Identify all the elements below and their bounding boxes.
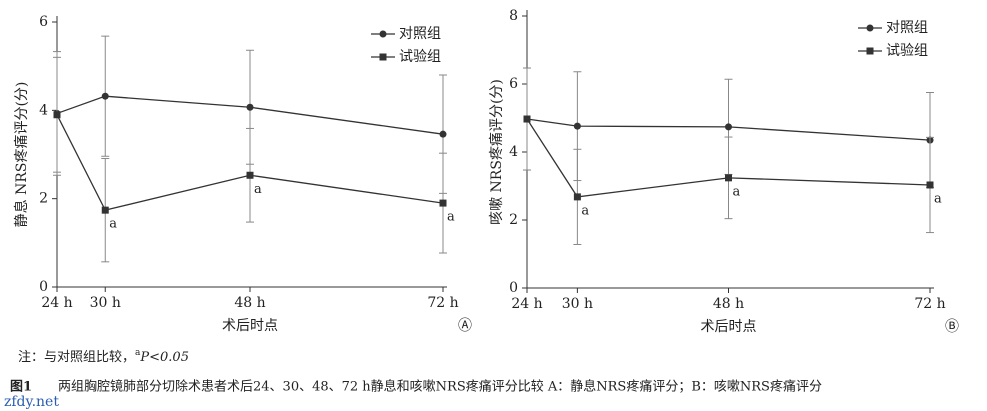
annotation: a <box>581 203 589 218</box>
legend-label: 对照组 <box>399 26 441 42</box>
point <box>573 193 581 201</box>
x-tick-label: 24 h <box>511 296 542 312</box>
y-tick-label: 2 <box>39 191 48 207</box>
x-tick-label: 72 h <box>427 295 458 311</box>
series-line <box>526 118 931 141</box>
point <box>101 92 109 100</box>
x-axis-label: 术后时点 <box>701 319 757 335</box>
point <box>439 199 447 207</box>
legend-marker <box>379 30 387 38</box>
point <box>101 206 109 214</box>
caption-label: 图1 <box>10 380 32 395</box>
series-line <box>56 114 444 211</box>
x-tick-label: 72 h <box>914 296 945 312</box>
point <box>246 103 254 111</box>
y-tick-label: 6 <box>509 76 518 92</box>
y-axis-label: 静息 NRS疼痛评分(分) <box>13 82 30 228</box>
annotation: a <box>934 191 942 206</box>
annotation: a <box>733 184 741 199</box>
point <box>523 115 531 123</box>
point <box>926 181 934 189</box>
series-line <box>526 118 931 198</box>
annotation: a <box>447 210 455 225</box>
note-suffix: P<0.05 <box>139 350 189 365</box>
y-tick-label: 6 <box>39 14 48 30</box>
note: 注：与对照组比较，aP<0.05 <box>18 348 189 365</box>
y-tick-label: 0 <box>509 280 518 296</box>
legend-marker <box>866 47 874 55</box>
y-tick-label: 8 <box>509 8 518 24</box>
point <box>53 111 61 119</box>
x-tick-label: 24 h <box>41 295 72 311</box>
note-sup: a <box>135 348 141 358</box>
caption-text: 两组胸腔镜肺部分切除术患者术后24、30、48、72 h静息和咳嗽NRS疼痛评分… <box>58 379 822 395</box>
panel-label: Ⓐ <box>458 318 472 334</box>
x-tick-label: 30 h <box>90 295 121 311</box>
legend-label: 试验组 <box>886 43 928 59</box>
series-line <box>56 95 444 135</box>
y-axis-label: 咳嗽 NRS疼痛评分(分) <box>488 79 505 225</box>
annotation: a <box>254 182 262 197</box>
point <box>725 174 732 182</box>
point <box>725 123 732 131</box>
y-tick-label: 0 <box>39 279 48 295</box>
x-tick-label: 48 h <box>713 296 744 312</box>
legend-label: 对照组 <box>886 20 928 36</box>
panel-label: Ⓑ <box>945 319 959 335</box>
legend-label: 试验组 <box>399 49 441 65</box>
note-prefix: 注：与对照组比较， <box>18 350 135 365</box>
legend-marker <box>379 53 387 61</box>
watermark: zfdy.net <box>4 394 59 410</box>
y-tick-label: 4 <box>39 102 48 118</box>
x-tick-label: 30 h <box>562 296 593 312</box>
y-tick-label: 4 <box>509 144 518 160</box>
point <box>573 122 581 130</box>
point <box>439 130 447 138</box>
x-tick-label: 48 h <box>234 295 265 311</box>
y-tick-label: 2 <box>509 212 518 228</box>
legend-marker <box>866 24 874 32</box>
point <box>246 171 254 179</box>
annotation: a <box>109 217 117 232</box>
x-axis-label: 术后时点 <box>222 318 278 334</box>
